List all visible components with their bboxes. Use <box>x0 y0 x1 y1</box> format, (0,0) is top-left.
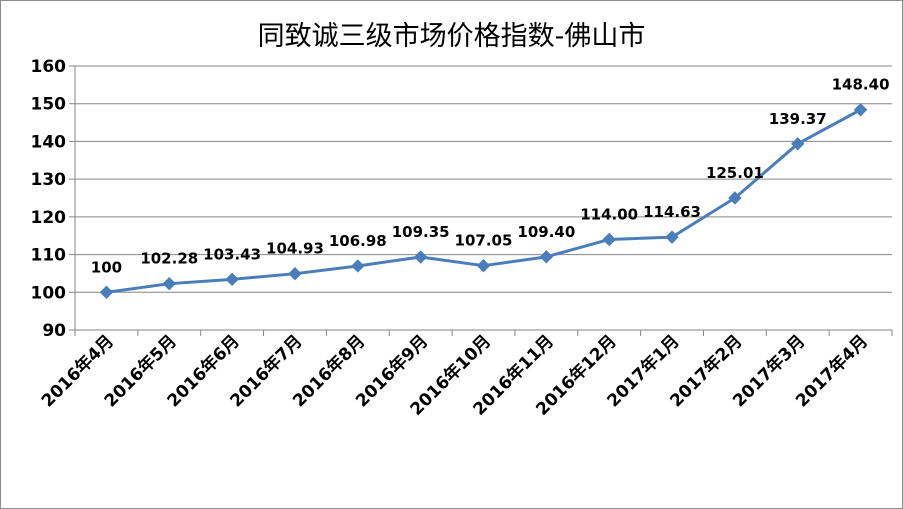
data-label: 125.01 <box>706 164 764 182</box>
y-tick-labels: 90 100 110 120 130 140 150 160 <box>31 57 67 341</box>
data-point <box>162 276 176 291</box>
data-point <box>288 266 302 281</box>
data-point <box>225 272 239 287</box>
data-label: 114.63 <box>643 203 701 221</box>
y-tick-label: 90 <box>42 321 66 341</box>
data-label: 139.37 <box>769 110 827 128</box>
data-point <box>665 230 679 244</box>
data-point <box>351 259 365 273</box>
data-point <box>791 137 805 151</box>
y-tick-label: 100 <box>31 283 67 303</box>
chart-title: 同致诚三级市场价格指数-佛山市 <box>257 21 646 52</box>
data-point <box>413 250 428 264</box>
data-label: 103.43 <box>203 245 261 263</box>
data-label: 109.35 <box>392 223 450 241</box>
data-point <box>602 232 616 247</box>
data-point <box>539 250 554 264</box>
data-label: 109.40 <box>517 223 575 241</box>
axes <box>69 65 893 336</box>
data-label: 114.00 <box>580 205 638 223</box>
data-point <box>853 103 868 117</box>
x-tick-labels: 2016年4月2016年5月2016年6月2016年7月2016年8月2016年… <box>37 331 872 420</box>
y-tick-label: 160 <box>31 57 67 77</box>
y-tick-label: 120 <box>31 208 67 228</box>
y-tick-label: 130 <box>31 170 67 190</box>
data-label: 104.93 <box>266 240 324 258</box>
data-point <box>476 258 491 273</box>
data-label: 107.05 <box>455 232 513 250</box>
data-point <box>99 285 114 299</box>
data-label: 106.98 <box>329 232 387 250</box>
y-tick-label: 110 <box>31 246 67 266</box>
y-tick-label: 150 <box>31 95 67 115</box>
data-label: 148.40 <box>832 76 890 94</box>
data-label: 100 <box>91 258 122 276</box>
data-label: 102.28 <box>140 250 198 268</box>
y-tick-label: 140 <box>31 132 67 152</box>
data-point <box>728 191 742 205</box>
data-points <box>99 103 868 299</box>
data-labels: 100 102.28 103.43 104.93 106.98 109.35 107.05 1… <box>91 76 890 277</box>
